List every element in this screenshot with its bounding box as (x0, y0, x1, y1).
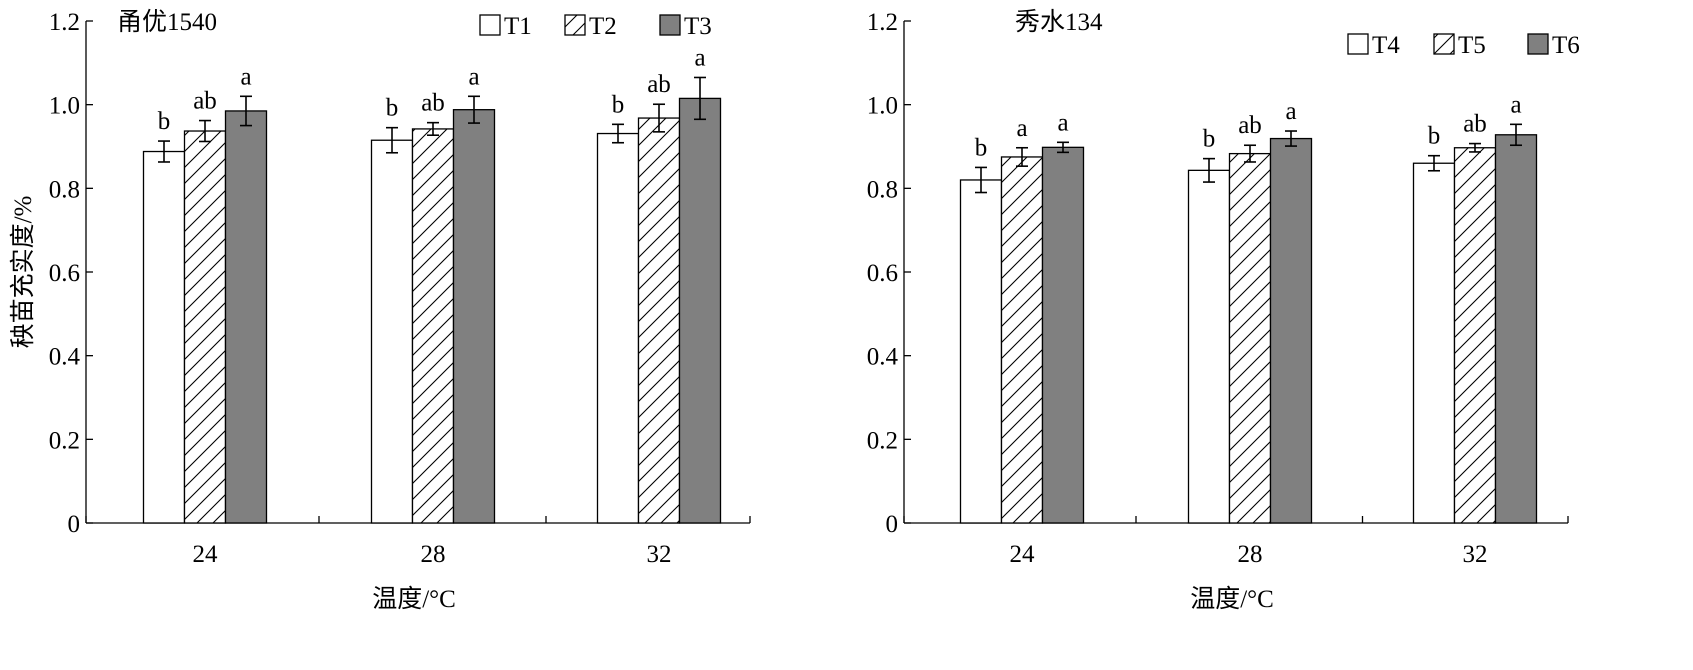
x-tick-label: 32 (647, 541, 672, 568)
legend-swatch (1433, 33, 1455, 55)
significance-letter: ab (647, 71, 671, 98)
bar-T4-24 (959, 179, 1003, 524)
legend-swatch (1347, 33, 1369, 55)
bar-T4-32 (1412, 162, 1456, 524)
y-tick-label: 0.4 (867, 344, 899, 371)
y-tick-label: 0.8 (867, 176, 898, 203)
significance-letter: b (975, 134, 988, 161)
significance-letter: a (468, 63, 479, 90)
bar-T1-32 (596, 132, 640, 524)
significance-letter: b (1428, 123, 1441, 150)
y-tick-label: 0.6 (49, 260, 80, 287)
x-tick-label: 32 (1463, 541, 1488, 568)
bar-T3-28 (452, 109, 496, 524)
legend-label: T5 (1458, 32, 1486, 59)
x-tick-label: 24 (1010, 541, 1036, 568)
bar-T5-28 (1228, 152, 1272, 524)
significance-letter: ab (1463, 111, 1487, 138)
legend-label: T2 (589, 13, 617, 40)
significance-letter: b (612, 91, 625, 118)
chart-title: 秀水134 (1015, 8, 1103, 36)
chart-panel-2: 00.20.40.60.81.01.224 28 32b b ba ab aba a a秀水13… (867, 8, 1580, 613)
legend-label: T4 (1372, 32, 1400, 59)
legend-label: T1 (504, 13, 532, 40)
bar-T6-28 (1269, 137, 1313, 524)
y-tick-label: 0.2 (867, 427, 898, 454)
bar-T2-32 (637, 117, 681, 524)
y-tick-label: 1.0 (49, 93, 80, 120)
y-tick-label: 1.2 (867, 9, 898, 36)
x-tick-label: 28 (421, 541, 446, 568)
significance-letter: ab (421, 90, 445, 117)
y-tick-label: 0 (68, 511, 81, 538)
legend-label: T3 (684, 13, 712, 40)
legend-swatch (1527, 33, 1549, 55)
significance-letter: a (1285, 98, 1296, 125)
bar-T3-32 (678, 97, 722, 524)
bar-T6-32 (1494, 134, 1538, 524)
legend-swatch (564, 14, 586, 36)
x-tick-label: 24 (193, 541, 219, 568)
x-axis-label: 温度/°C (1190, 585, 1274, 613)
bar-T1-28 (370, 139, 414, 524)
bar-T5-24 (1000, 156, 1044, 524)
legend-swatch (479, 14, 501, 36)
significance-letter: a (240, 63, 251, 90)
legend-swatch (659, 14, 681, 36)
x-axis-label: 温度/°C (372, 585, 456, 613)
bar-T5-32 (1453, 147, 1497, 524)
x-tick-label: 28 (1238, 541, 1263, 568)
significance-letter: ab (1238, 112, 1262, 139)
bar-T6-24 (1041, 146, 1085, 524)
significance-letter: a (1057, 109, 1068, 136)
y-tick-label: 0.2 (49, 427, 80, 454)
significance-letter: ab (193, 88, 217, 115)
y-tick-label: 0.6 (867, 260, 898, 287)
bar-T2-24 (183, 130, 227, 524)
bar-T3-24 (224, 110, 268, 524)
bar-T4-28 (1187, 169, 1231, 524)
significance-letter: b (386, 95, 399, 122)
significance-letter: b (1203, 126, 1216, 153)
legend-label: T6 (1552, 32, 1580, 59)
significance-letter: a (694, 44, 705, 71)
chart-title: 甬优1540 (117, 8, 217, 36)
bar-T1-24 (142, 150, 186, 524)
significance-letter: a (1016, 115, 1027, 142)
y-tick-label: 0.4 (49, 344, 81, 371)
y-tick-label: 0.8 (49, 176, 80, 203)
bar-T2-28 (411, 128, 455, 524)
y-tick-label: 1.0 (867, 93, 898, 120)
significance-letter: b (158, 108, 171, 135)
significance-letter: a (1510, 91, 1521, 118)
y-tick-label: 1.2 (49, 9, 80, 36)
y-tick-label: 0 (886, 511, 899, 538)
y-axis-label: 秧苗充实度/% (9, 196, 37, 349)
